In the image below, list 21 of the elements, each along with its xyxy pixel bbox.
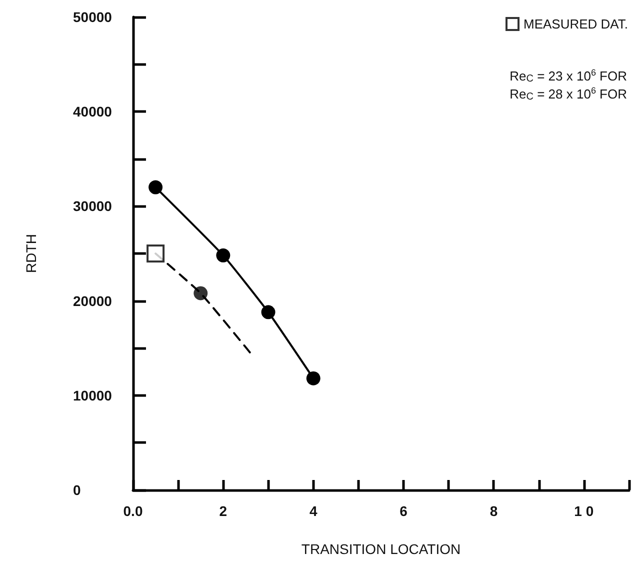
x-tick-label: 0.0 — [123, 503, 143, 519]
y-tick-label: 20000 — [73, 292, 112, 309]
legend-label: MEASURED DAT. — [524, 16, 628, 32]
y-axis-title: RDTH — [23, 234, 39, 273]
y-tick-label: 30000 — [73, 198, 112, 214]
x-tick-label: 4 — [309, 503, 318, 519]
point — [216, 248, 230, 262]
x-axis-title: TRANSITION LOCATION — [301, 541, 461, 557]
y-tick-label: 40000 — [73, 104, 112, 120]
point — [146, 244, 165, 262]
x-tick-label: 6 — [400, 503, 408, 519]
x-tick-label: 2 — [219, 503, 228, 519]
y-tick-label: 50000 — [73, 9, 112, 25]
point — [194, 286, 208, 300]
y-tick-label: 0 — [73, 482, 81, 498]
x-tick-label: 8 — [490, 503, 498, 519]
point — [261, 305, 276, 320]
point — [306, 371, 320, 386]
y-tick-label: 10000 — [73, 387, 112, 404]
point — [148, 180, 163, 194]
x-tick-label: 1 0 — [574, 503, 594, 519]
